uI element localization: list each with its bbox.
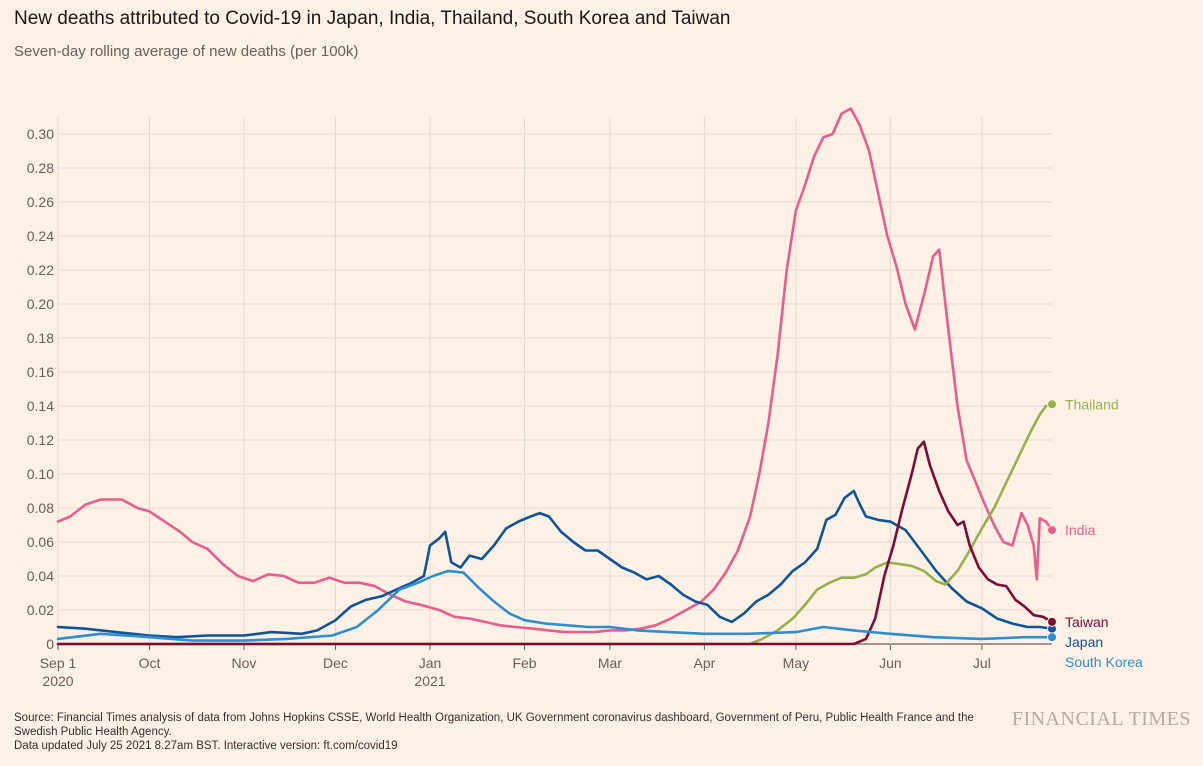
y-tick-label: 0.26 bbox=[27, 194, 54, 210]
series-end-marker bbox=[1047, 632, 1057, 643]
x-tick-label: Mar bbox=[598, 655, 622, 671]
series-end-marker bbox=[1047, 399, 1057, 410]
y-tick-label: 0.18 bbox=[27, 330, 54, 346]
x-tick-label: Jun bbox=[879, 655, 902, 671]
x-tick-label: Dec bbox=[323, 655, 348, 671]
y-tick-label: 0.24 bbox=[27, 228, 54, 244]
x-tick-year: 2020 bbox=[42, 673, 73, 689]
y-tick-label: 0.22 bbox=[27, 262, 54, 278]
y-tick-label: 0.30 bbox=[27, 126, 54, 142]
series-line bbox=[56, 569, 1054, 642]
series-line bbox=[56, 107, 1054, 634]
series-label: Japan bbox=[1065, 634, 1103, 650]
y-tick-label: 0.20 bbox=[27, 296, 54, 312]
ft-logo: FINANCIAL TIMES bbox=[1011, 708, 1191, 730]
y-tick-label: 0.06 bbox=[27, 534, 54, 550]
x-tick-label: May bbox=[783, 655, 809, 671]
x-axis: Sep 1 2020 Oct Nov Dec Jan 2021 Feb Mar Apr May Jun… bbox=[40, 644, 991, 689]
chart-title: New deaths attributed to Covid-19 in Jap… bbox=[14, 8, 731, 29]
y-tick-label: 0.28 bbox=[27, 160, 54, 176]
series-line bbox=[56, 489, 1054, 639]
y-tick-label: 0.12 bbox=[27, 432, 54, 448]
x-tick-label: Oct bbox=[139, 655, 161, 671]
series-label: South Korea bbox=[1065, 654, 1143, 670]
y-tick-label: 0 bbox=[46, 636, 54, 652]
series-label: India bbox=[1065, 522, 1096, 538]
x-tick-label: Jan bbox=[419, 655, 442, 671]
line-chart: 0 0.02 0.04 0.06 0.08 0.10 0.12 0.14 0.16 0.18 0.2… bbox=[27, 107, 1143, 689]
series-label: Taiwan bbox=[1065, 614, 1109, 630]
x-tick-year: 2021 bbox=[414, 673, 445, 689]
x-tick-label: Nov bbox=[232, 655, 257, 671]
y-tick-label: 0.14 bbox=[27, 398, 54, 414]
y-tick-label: 0.04 bbox=[27, 568, 54, 584]
series-end-marker bbox=[1047, 616, 1057, 627]
y-tick-label: 0.10 bbox=[27, 466, 54, 482]
series-line bbox=[56, 440, 1054, 646]
source-note: Source: Financial Times analysis of data… bbox=[14, 712, 974, 738]
chart-subtitle: Seven-day rolling average of new deaths … bbox=[14, 43, 359, 60]
y-tick-label: 0.02 bbox=[27, 602, 54, 618]
x-tick-label: Apr bbox=[694, 655, 716, 671]
x-tick-label: Feb bbox=[512, 655, 536, 671]
y-tick-label: 0.08 bbox=[27, 500, 54, 516]
x-tick-label: Jul bbox=[973, 655, 991, 671]
footer: Source: Financial Times analysis of data… bbox=[14, 711, 1004, 753]
series-end-marker bbox=[1047, 525, 1057, 536]
updated-note: Data updated July 25 2021 8.27am BST. In… bbox=[14, 740, 398, 752]
series-lines bbox=[56, 107, 1057, 646]
y-tick-label: 0.16 bbox=[27, 364, 54, 380]
series-line bbox=[56, 403, 1054, 646]
series-labels: Thailand India Taiwan Japan South Korea bbox=[1065, 396, 1143, 670]
series-label: Thailand bbox=[1065, 396, 1119, 412]
grid bbox=[57, 117, 1052, 645]
y-axis: 0 0.02 0.04 0.06 0.08 0.10 0.12 0.14 0.16 0.18 0.2… bbox=[27, 126, 54, 652]
x-tick-label: Sep 1 bbox=[40, 655, 77, 671]
